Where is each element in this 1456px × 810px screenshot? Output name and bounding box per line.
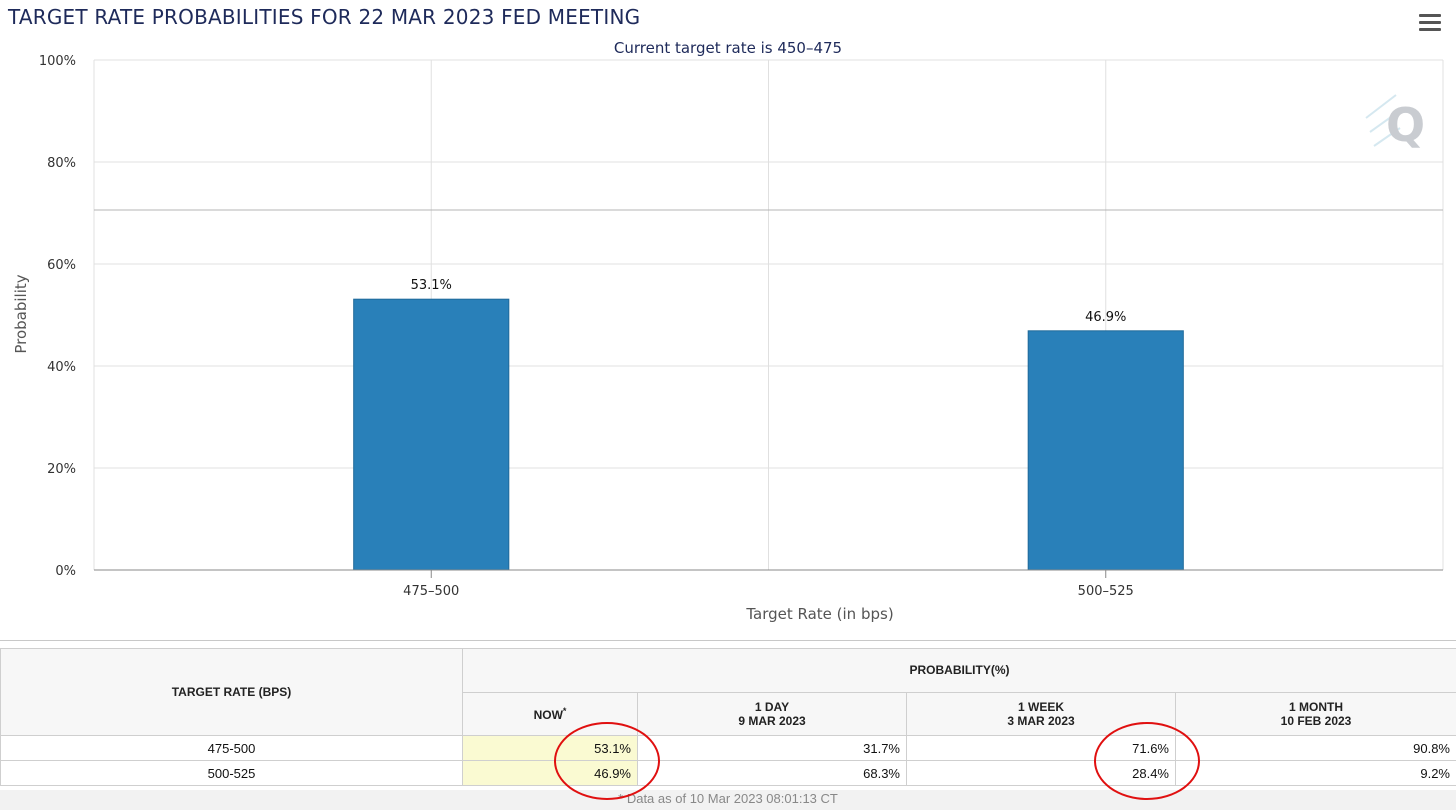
watermark-q-text: Q	[1386, 98, 1425, 152]
x-axis-ticks: 475–500 500–525	[403, 570, 1134, 599]
x-tick-label: 500–525	[1078, 584, 1134, 599]
header-1-month-date: 10 FEB 2023	[1280, 713, 1352, 728]
row-1-month-value: 90.8%	[1175, 735, 1456, 761]
row-1-day-value: 68.3%	[637, 760, 907, 786]
header-1-week-label: 1 WEEK	[1017, 699, 1064, 714]
bar-chart: 0% 20% 40% 60% 80% 100% 53.1% 46.9% 475–500 500…	[12, 54, 1444, 623]
hamburger-icon-line	[1419, 28, 1441, 31]
probability-table: TARGET RATE (BPS) PROBABILITY(%) NOW* 1 …	[0, 648, 1456, 786]
y-axis-title: Probability	[12, 274, 30, 353]
probability-table-container: TARGET RATE (BPS) PROBABILITY(%) NOW* 1 …	[0, 648, 1456, 786]
row-rate: 475-500	[0, 735, 463, 761]
header-now-label: NOW	[533, 707, 563, 722]
y-tick-label: 0%	[55, 564, 76, 579]
x-tick-label: 475–500	[403, 584, 459, 599]
bar-500–525[interactable]	[1027, 330, 1184, 571]
row-1-day-value: 31.7%	[637, 735, 907, 761]
chart-title: TARGET RATE PROBABILITIES FOR 22 MAR 202…	[8, 5, 641, 29]
header-probability: PROBABILITY(%)	[462, 648, 1456, 693]
bars: 53.1% 46.9%	[353, 278, 1184, 571]
y-tick-label: 60%	[47, 258, 76, 273]
chart-panel: TARGET RATE PROBABILITIES FOR 22 MAR 202…	[0, 5, 1456, 641]
y-axis-ticks: 0% 20% 40% 60% 80% 100%	[39, 54, 76, 579]
header-now: NOW*	[462, 691, 638, 736]
grid-lines	[93, 59, 1444, 570]
row-rate: 500-525	[0, 760, 463, 786]
y-tick-label: 80%	[47, 156, 76, 171]
hamburger-icon	[1419, 14, 1441, 17]
bar-475–500[interactable]	[353, 298, 510, 571]
hamburger-icon-line	[1419, 21, 1441, 24]
header-1-week-date: 3 MAR 2023	[1007, 713, 1075, 728]
table-row: 475-500 53.1% 31.7% 71.6% 90.8%	[0, 735, 1456, 761]
header-1-month: 1 MONTH 10 FEB 2023	[1175, 691, 1456, 736]
watermark-logo: Q	[1365, 94, 1425, 152]
header-now-marker: *	[562, 705, 567, 716]
annotation-circle-week	[1094, 722, 1200, 800]
bar-data-label: 53.1%	[411, 278, 452, 293]
y-tick-label: 40%	[47, 360, 76, 375]
header-target-rate: TARGET RATE (BPS)	[0, 648, 463, 736]
y-tick-label: 20%	[47, 462, 76, 477]
chart-menu-button[interactable]	[1419, 14, 1441, 32]
x-axis-title: Target Rate (in bps)	[745, 605, 893, 623]
table-row: 500-525 46.9% 68.3% 28.4% 9.2%	[0, 760, 1456, 786]
annotation-circle-now	[554, 722, 660, 800]
header-1-month-label: 1 MONTH	[1289, 699, 1343, 714]
header-1-day: 1 DAY 9 MAR 2023	[637, 691, 907, 736]
chart-subtitle: Current target rate is 450–475	[613, 39, 843, 57]
row-1-month-value: 9.2%	[1175, 760, 1456, 786]
data-timestamp-footnote: * Data as of 10 Mar 2023 08:01:13 CT	[0, 790, 1456, 810]
y-tick-label: 100%	[39, 54, 76, 69]
header-1-day-date: 9 MAR 2023	[738, 713, 806, 728]
header-1-day-label: 1 DAY	[754, 699, 790, 714]
bar-data-label: 46.9%	[1085, 310, 1126, 325]
